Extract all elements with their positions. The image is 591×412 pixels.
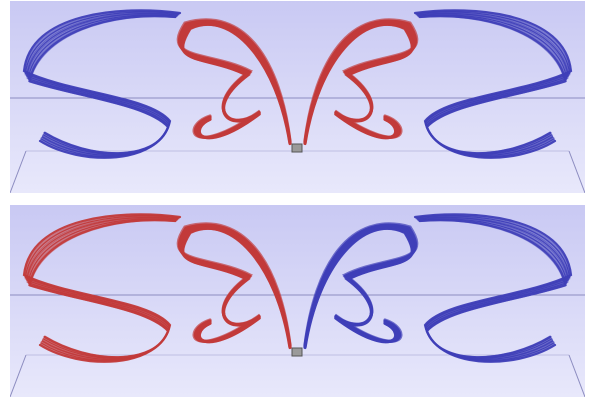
streamline [419,15,566,154]
top-streamline-panel [10,1,585,193]
streamline [29,15,176,154]
center-seed-marker [291,347,303,357]
streamline [182,228,291,349]
center-seed-marker [291,143,303,153]
top-streamline-render [10,1,585,193]
streamline [29,219,176,358]
bottom-streamline-render [10,205,585,397]
streamline [304,24,413,145]
streamline [304,228,413,349]
streamline [182,24,291,145]
streamline [419,219,566,358]
bottom-streamline-panel [10,205,585,397]
